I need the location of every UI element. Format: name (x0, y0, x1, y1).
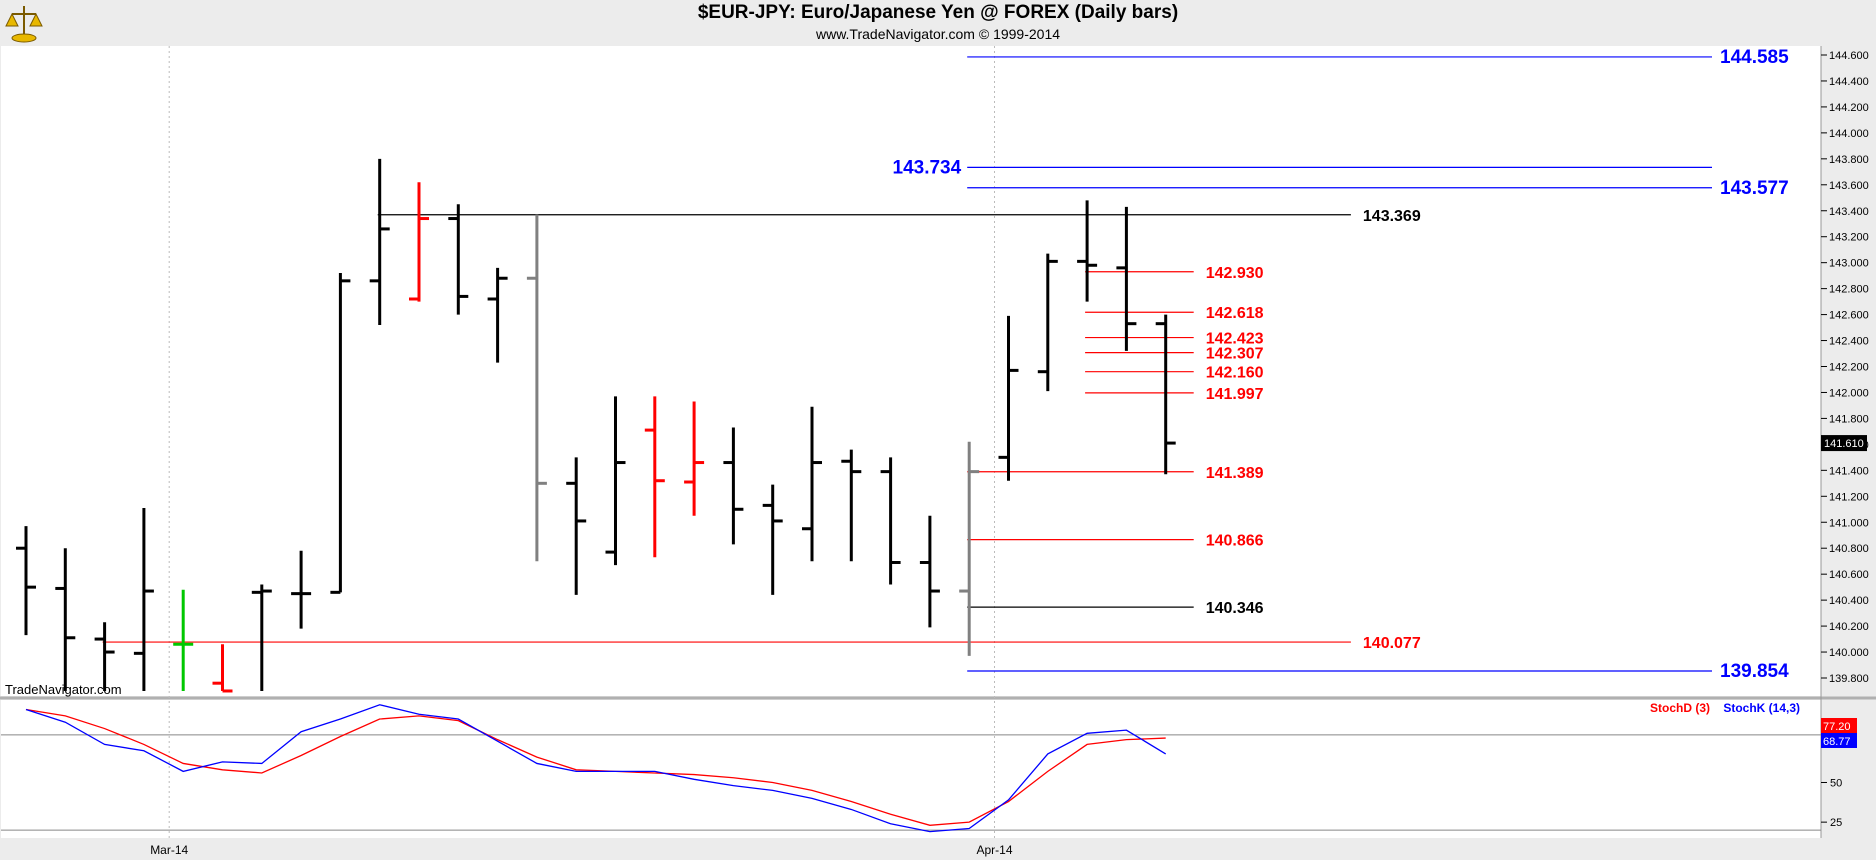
y-tick-label: 140.200 (1829, 621, 1869, 633)
level-label: 143.369 (1363, 208, 1421, 225)
ohlc-bar (55, 548, 76, 691)
ohlc-bar (1116, 206, 1137, 351)
ohlc-bar (959, 441, 980, 656)
chart-title: $EUR-JPY: Euro/Japanese Yen @ FOREX (Dai… (697, 2, 1179, 23)
ohlc-bar (448, 204, 469, 315)
ohlc-bar (173, 589, 194, 691)
y-tick-label: 142.600 (1829, 310, 1869, 322)
ohlc-bar (133, 507, 154, 691)
y-tick-label: 143.400 (1829, 206, 1869, 218)
y-tick-label: 144.400 (1829, 76, 1869, 88)
ohlc-bar (644, 396, 665, 558)
stoch-series-line (25, 708, 1166, 826)
ohlc-bar (762, 484, 783, 595)
y-tick-label: 143.000 (1829, 258, 1869, 270)
y-tick-label: 141.200 (1829, 491, 1869, 503)
y-tick-label: 144.200 (1829, 102, 1869, 114)
ohlc-bar (16, 526, 36, 636)
ohlc-bar (369, 158, 390, 325)
level-label: 144.585 (1720, 47, 1789, 68)
ohlc-bar (919, 515, 940, 628)
ohlc-bar (330, 273, 351, 594)
level-label: 141.997 (1206, 386, 1264, 403)
ohlc-bar (605, 396, 626, 566)
ohlc-bar (880, 457, 901, 585)
y-tick-label: 142.800 (1829, 284, 1869, 296)
ohlc-bar (566, 457, 587, 595)
y-tick-label: 143.800 (1829, 154, 1869, 166)
ohlc-bar (1037, 253, 1058, 392)
ohlc-bar (684, 401, 705, 516)
level-label: 140.866 (1206, 533, 1264, 550)
level-label: 140.077 (1363, 635, 1421, 652)
y-tick-label: 143.600 (1829, 180, 1869, 192)
level-label: 143.734 (893, 157, 962, 178)
ohlc-bar (802, 406, 822, 562)
ohlc-bar (212, 644, 233, 693)
y-tick-label: 143.200 (1829, 232, 1869, 244)
ohlc-bar (723, 427, 744, 545)
price-panel-background (1, 46, 1821, 696)
ohlc-bar (841, 449, 862, 562)
stoch-y-tick-label: 25 (1830, 817, 1842, 829)
ohlc-bar (998, 315, 1019, 481)
level-label: 142.618 (1206, 305, 1264, 322)
y-tick-label: 144.000 (1829, 128, 1869, 140)
ohlc-bar (1077, 200, 1098, 302)
stoch-last-value-label: 68.77 (1823, 736, 1851, 748)
ohlc-bar (291, 550, 312, 629)
stoch-last-value-box (1821, 733, 1857, 748)
last-price-box (1821, 435, 1867, 452)
y-tick-label: 141.800 (1829, 413, 1869, 425)
stoch-last-value-label: 77.20 (1823, 721, 1851, 733)
stoch-last-value-box (1821, 718, 1857, 733)
x-tick-label: Apr-14 (976, 843, 1012, 857)
y-tick-label: 140.800 (1829, 543, 1869, 555)
ohlc-bar (526, 214, 547, 562)
level-label: 142.930 (1206, 265, 1264, 282)
level-label: 140.346 (1206, 600, 1264, 617)
chart-subtitle: www.TradeNavigator.com © 1999-2014 (815, 26, 1061, 42)
y-tick-label: 140.000 (1829, 647, 1869, 659)
stoch-panel-background (1, 700, 1821, 838)
ohlc-bar (487, 267, 508, 363)
trade-navigator-logo-icon (5, 6, 43, 43)
level-label: 139.854 (1720, 661, 1789, 682)
stoch-y-tick-label: 50 (1830, 777, 1842, 789)
y-tick-label: 140.400 (1829, 595, 1869, 607)
ohlc-bar (409, 182, 429, 302)
y-tick-label: 139.800 (1829, 673, 1869, 685)
level-label: 141.389 (1206, 465, 1264, 482)
level-label: 143.577 (1720, 178, 1789, 199)
watermark: TradeNavigator.com (5, 682, 122, 697)
y-tick-label: 142.200 (1829, 362, 1869, 374)
last-price-label: 141.610 (1824, 438, 1864, 450)
y-tick-label: 144.600 (1829, 50, 1869, 62)
y-tick-label: 140.600 (1829, 569, 1869, 581)
ohlc-bar (1155, 314, 1176, 475)
chart-header: $EUR-JPY: Euro/Japanese Yen @ FOREX (Dai… (0, 0, 1876, 46)
ohlc-bar (94, 622, 115, 691)
level-label: 142.307 (1206, 346, 1264, 363)
y-tick-label: 141.000 (1829, 517, 1869, 529)
level-label: 142.160 (1206, 365, 1264, 382)
stoch-legend-item: StochD (3) (1650, 701, 1710, 715)
stoch-series-line (25, 704, 1167, 833)
level-label: 142.423 (1206, 331, 1264, 348)
y-tick-label: 142.400 (1829, 336, 1869, 348)
y-tick-label: 141.400 (1829, 465, 1869, 477)
stoch-legend-item: StochK (14,3) (1723, 701, 1800, 715)
x-tick-label: Mar-14 (150, 843, 188, 857)
y-tick-label: 142.000 (1829, 387, 1869, 399)
ohlc-bar (251, 584, 272, 691)
